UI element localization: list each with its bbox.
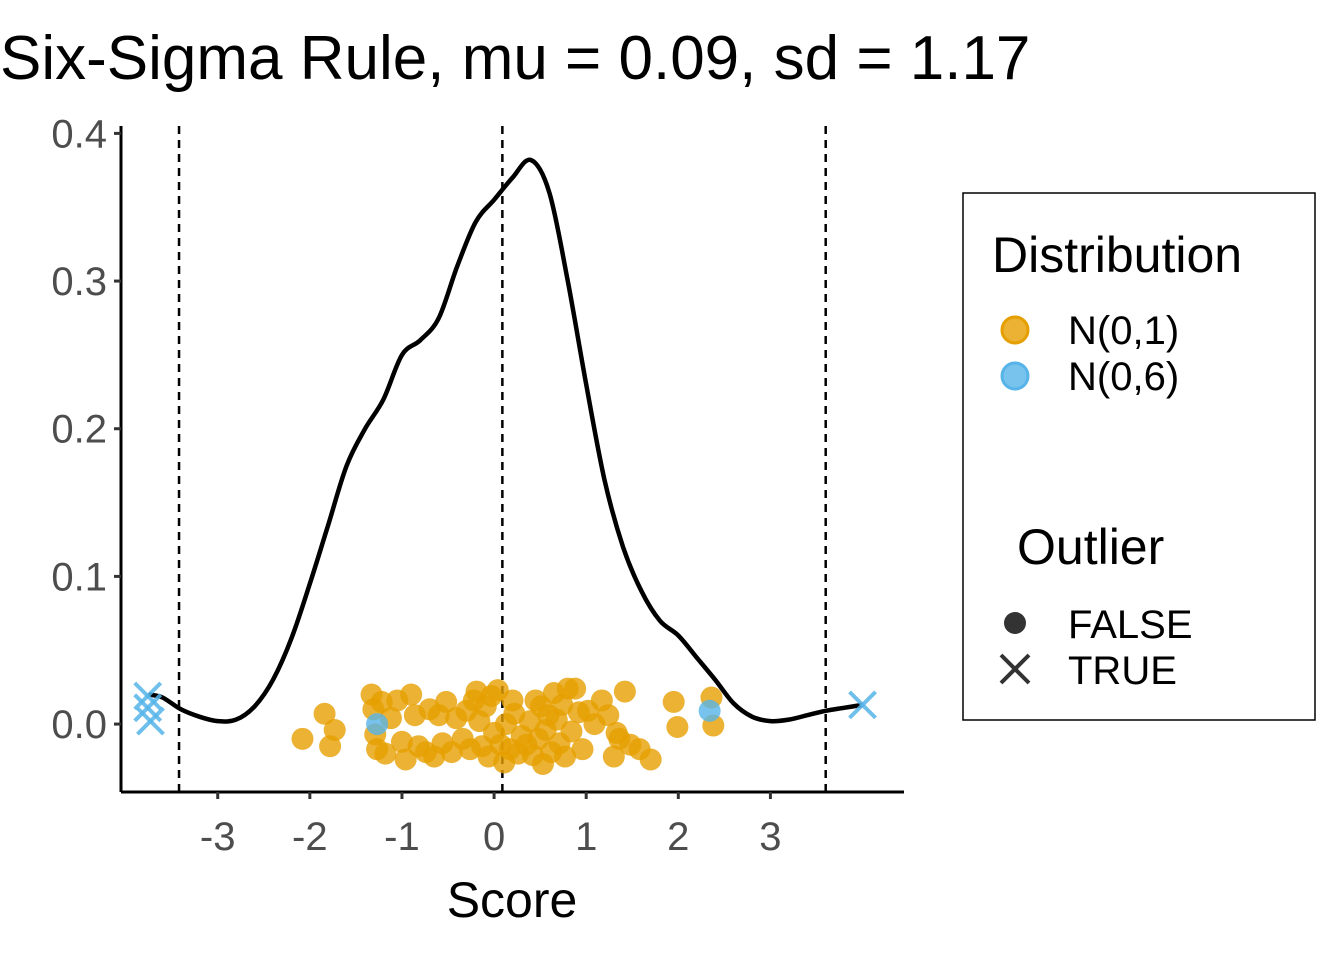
legend: Distribution N(0,1) N(0,6) Outlier FALSE… bbox=[962, 192, 1316, 721]
legend-title-distribution: Distribution bbox=[992, 227, 1242, 283]
y-tick-label-2: 0.2 bbox=[51, 408, 107, 452]
point-n01-3 bbox=[323, 718, 346, 741]
y-tick-label-3: 0.3 bbox=[51, 260, 107, 304]
legend-box bbox=[962, 192, 1316, 721]
plot-area bbox=[133, 126, 877, 792]
point-n06-0 bbox=[366, 713, 389, 736]
point-n01-61 bbox=[560, 720, 583, 743]
point-n01-62 bbox=[564, 677, 587, 700]
point-n01-69 bbox=[602, 745, 625, 768]
point-n01-76 bbox=[662, 690, 685, 713]
point-n01-14 bbox=[400, 683, 423, 706]
x-tick-label-0: -3 bbox=[200, 815, 236, 859]
legend-title-outlier: Outlier bbox=[1017, 519, 1164, 575]
point-n01-59 bbox=[554, 745, 577, 768]
x-tick-label-3: 0 bbox=[483, 815, 505, 859]
x-tick-label-4: 1 bbox=[575, 815, 597, 859]
point-n01-9 bbox=[374, 742, 397, 765]
legend-label-true: TRUE bbox=[1068, 649, 1177, 693]
x-tick-label-6: 3 bbox=[759, 815, 781, 859]
point-n01-0 bbox=[291, 727, 314, 750]
point-n01-68 bbox=[597, 704, 620, 727]
point-n01-12 bbox=[390, 730, 413, 753]
point-n01-72 bbox=[613, 680, 636, 703]
point-n01-77 bbox=[666, 716, 689, 739]
x-tick-label-2: -1 bbox=[384, 815, 420, 859]
y-ticks: 0.0 0.1 0.2 0.3 0.4 bbox=[51, 112, 121, 747]
density-curve bbox=[148, 157, 863, 724]
y-tick-label-0: 0.0 bbox=[51, 703, 107, 747]
axes: 0.0 0.1 0.2 0.3 0.4 -3 -2 -1 0 1 2 3 Score bbox=[51, 112, 904, 928]
point-n06-2 bbox=[133, 681, 163, 711]
point-n06-1 bbox=[698, 699, 721, 722]
point-n06-4 bbox=[136, 706, 165, 736]
x-tick-label-5: 2 bbox=[667, 815, 689, 859]
x-axis-title: Score bbox=[447, 872, 578, 928]
chart-title: Six-Sigma Rule, mu = 0.09, sd = 1.17 bbox=[0, 24, 1030, 93]
point-n01-1 bbox=[313, 702, 336, 725]
legend-key-false bbox=[1004, 612, 1026, 634]
legend-label-n01: N(0,1) bbox=[1068, 309, 1179, 353]
point-n01-22 bbox=[435, 690, 458, 713]
point-n01-75 bbox=[639, 748, 662, 771]
points bbox=[133, 677, 877, 775]
y-tick-label-4: 0.4 bbox=[51, 112, 107, 156]
legend-key-n01 bbox=[1000, 315, 1030, 345]
legend-label-n06: N(0,6) bbox=[1068, 355, 1179, 399]
legend-key-n06 bbox=[1000, 361, 1030, 391]
legend-key-true bbox=[999, 653, 1031, 685]
y-tick-label-1: 0.1 bbox=[51, 555, 107, 599]
x-tick-label-1: -2 bbox=[292, 815, 328, 859]
point-n01-64 bbox=[571, 738, 594, 761]
x-ticks: -3 -2 -1 0 1 2 3 bbox=[200, 792, 782, 859]
point-n06-5 bbox=[848, 690, 877, 720]
legend-label-false: FALSE bbox=[1068, 603, 1193, 647]
